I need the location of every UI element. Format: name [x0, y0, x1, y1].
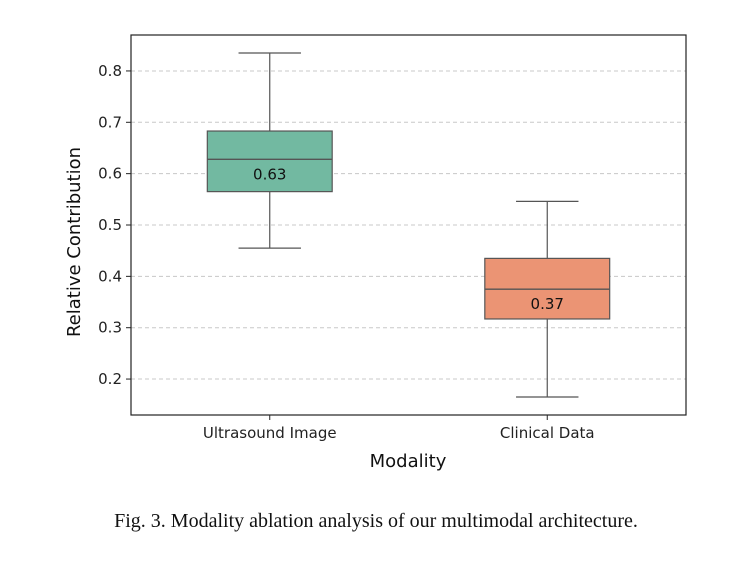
y-tick-label: 0.5: [98, 216, 122, 234]
iqr-box: [206, 130, 333, 193]
box-clinical-data: 0.37: [484, 200, 611, 398]
boxes: 0.63 0.37: [206, 52, 611, 398]
y-tick-label: 0.6: [98, 165, 122, 183]
y-axis-ticks: 0.2 0.3 0.4 0.5 0.6 0.7 0.8: [98, 62, 131, 388]
figure-caption: Fig. 3. Modality ablation analysis of ou…: [114, 510, 638, 532]
y-tick-label: 0.4: [98, 267, 122, 285]
y-tick-label: 0.7: [98, 113, 122, 131]
median-value-label: 0.63: [253, 165, 286, 183]
box-ultrasound-image: 0.63: [206, 52, 333, 249]
y-tick-label: 0.2: [98, 370, 122, 388]
x-axis-label: Modality: [370, 451, 447, 472]
y-tick-label: 0.8: [98, 62, 122, 80]
median-value-label: 0.37: [531, 295, 564, 313]
x-axis-ticks: Ultrasound Image Clinical Data: [203, 415, 595, 442]
x-tick-label: Ultrasound Image: [203, 424, 337, 442]
y-tick-label: 0.3: [98, 319, 122, 337]
x-tick-label: Clinical Data: [500, 424, 595, 442]
box-plot: 0.63 0.37 0.2 0.3 0.4 0.5 0.6 0.7 0.8 Ultrasoun…: [64, 34, 687, 472]
grid-lines: [131, 70, 686, 380]
y-axis-label: Relative Contribution: [64, 147, 85, 337]
